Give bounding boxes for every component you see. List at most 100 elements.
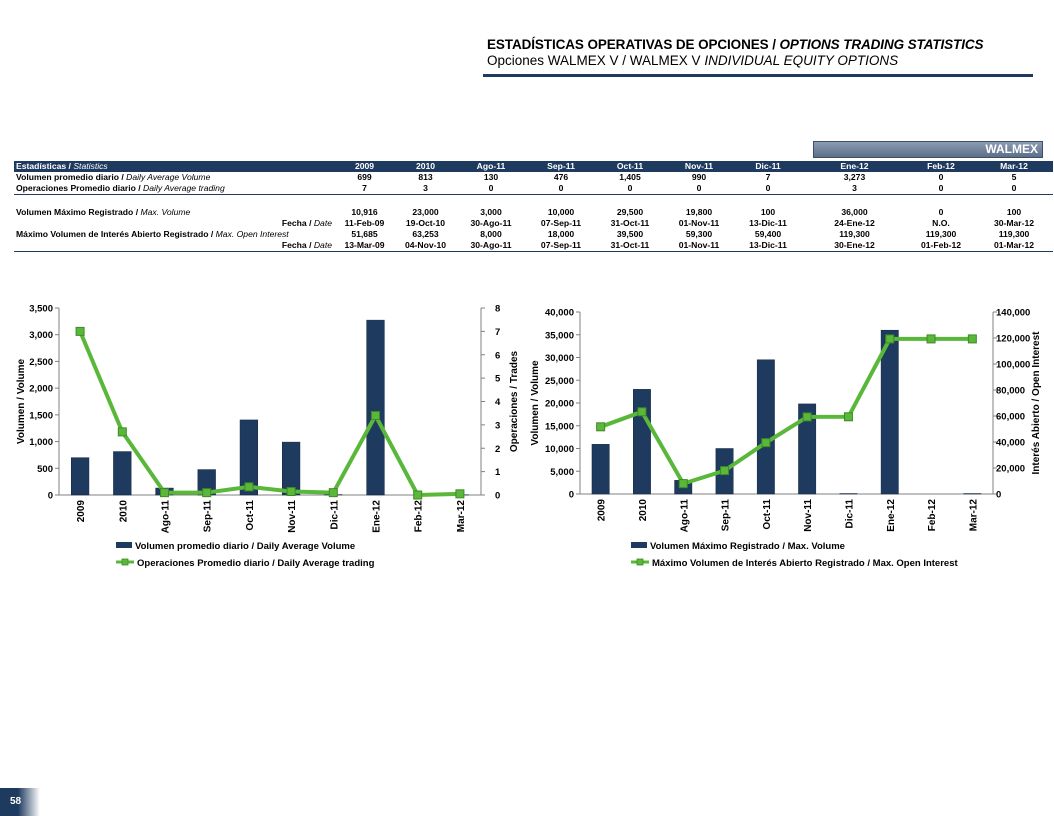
table-spacer	[14, 195, 1053, 208]
table-cell: 31-Oct-11	[610, 218, 650, 228]
table-cell: 0	[938, 172, 944, 182]
y-tick-label: 2,500	[29, 357, 53, 368]
table-cell: 39,500	[616, 229, 644, 239]
table-cell: 11-Feb-09	[344, 218, 385, 228]
y2-tick-label: 140,000	[996, 308, 1030, 319]
table-cell: 0	[596, 183, 664, 195]
column-header: 2009	[334, 161, 395, 172]
x-tick-label: Ene-12	[372, 500, 383, 533]
x-tick-label: Nov-11	[287, 500, 298, 533]
row-label: Máximo Volumen de Interés Abierto Regist…	[16, 229, 289, 239]
x-tick-label: Feb-12	[414, 500, 425, 533]
line-marker	[75, 326, 85, 336]
table-row: Volumen Máximo Registrado / Max. Volume …	[14, 207, 1053, 218]
line-marker	[160, 488, 169, 498]
table-header-label: Estadísticas / Statistics	[14, 161, 334, 172]
row-label: Volumen Máximo Registrado / Max. Volume	[16, 207, 191, 217]
legend-label-bar: Volumen Máximo Registrado / Max. Volume	[650, 541, 845, 552]
y2-tick-label: 120,000	[996, 334, 1030, 345]
table-cell: 30-Ago-11	[456, 240, 526, 252]
table-cell: 01-Mar-12	[975, 240, 1053, 252]
line-marker	[720, 466, 730, 476]
x-tick-label: Nov-11	[803, 499, 814, 532]
y-tick-label: 0	[569, 490, 574, 501]
table-cell: 13-Dic-11	[749, 218, 787, 228]
line-marker	[413, 490, 423, 500]
table-cell: 119,300	[998, 229, 1030, 239]
table-cell: 63,253	[412, 229, 439, 239]
x-tick-label: Feb-12	[927, 499, 938, 532]
line-marker	[637, 407, 647, 417]
table-cell: 130	[483, 172, 499, 182]
page-number: 58	[0, 788, 40, 816]
legend-label-line: Operaciones Promedio diario / Daily Aver…	[137, 558, 375, 569]
legend-label-line: Máximo Volumen de Interés Abierto Regist…	[652, 558, 958, 569]
table-cell: 3	[802, 183, 907, 195]
table-cell: 10,916	[351, 207, 378, 217]
y2-tick-label: 60,000	[996, 412, 1025, 423]
row-label: Fecha / Date	[14, 240, 334, 252]
table-cell: 30-Ago-11	[470, 218, 512, 228]
underlying-tag: WALMEX	[813, 141, 1043, 158]
header-divider	[483, 74, 1033, 77]
column-header: Ene-12	[802, 161, 907, 172]
table-cell: 19,800	[685, 207, 713, 217]
column-header: Oct-11	[596, 161, 664, 172]
y-axis-title: Volumen / Volume	[530, 360, 541, 446]
y-tick-label: 500	[37, 464, 53, 475]
x-tick-label: Dic-11	[329, 500, 340, 530]
y2-axis-title: Operaciones / Trades	[509, 350, 520, 452]
table-cell: 29,500	[616, 207, 644, 217]
table-cell: 7	[765, 172, 771, 182]
table-cell: 3,273	[843, 172, 866, 182]
table-cell: 0	[664, 183, 734, 195]
table-cell: 699	[357, 172, 372, 182]
x-tick-label: Oct-11	[762, 499, 773, 530]
table-cell: N.O.	[932, 218, 950, 228]
table-cell: 0	[526, 183, 596, 195]
table-cell: 990	[691, 172, 707, 182]
bar	[880, 329, 899, 495]
table-row: Fecha / Date 13-Mar-09 04-Nov-10 30-Ago-…	[14, 240, 1053, 252]
table-cell: 8,000	[480, 229, 502, 239]
table-cell: 24-Ene-12	[834, 218, 875, 228]
table-cell: 0	[975, 183, 1053, 195]
line-marker	[926, 334, 936, 344]
line-series	[599, 336, 973, 486]
y-tick-label: 3,000	[29, 330, 53, 341]
bar	[798, 403, 817, 495]
table-cell: 813	[418, 172, 433, 182]
y-tick-label: 20,000	[545, 399, 574, 410]
line-marker	[286, 486, 296, 496]
line-marker	[678, 479, 688, 489]
table-cell: 5	[1011, 172, 1017, 182]
bar	[366, 319, 385, 496]
x-tick-label: Ago-11	[161, 500, 172, 534]
column-header: 2010	[395, 161, 456, 172]
x-tick-label: Sep-11	[721, 499, 732, 532]
line-marker	[802, 412, 812, 422]
row-label: Operaciones Promedio diario / Daily Aver…	[14, 183, 334, 195]
table-cell: 3,000	[480, 207, 502, 217]
table-cell: 119,300	[839, 229, 870, 239]
y2-tick-label: 20,000	[996, 464, 1025, 475]
legend-swatch-bar	[116, 542, 132, 548]
table-cell: 36,000	[841, 207, 868, 217]
legend-swatch-marker	[121, 558, 129, 566]
table-cell: 0	[456, 183, 526, 195]
column-header: Mar-12	[975, 161, 1053, 172]
table-header-row: Estadísticas / Statistics 2009 2010 Ago-…	[14, 161, 1053, 172]
line-marker	[328, 488, 338, 498]
x-tick-label: Dic-11	[844, 499, 855, 529]
x-tick-label: Mar-12	[456, 500, 467, 533]
table-cell: 119,300	[925, 229, 957, 239]
page-title: ESTADÍSTICAS OPERATIVAS DE OPCIONES / OP…	[487, 37, 984, 52]
x-tick-label: 2009	[76, 500, 87, 523]
x-tick-label: Ene-12	[886, 499, 897, 532]
line-marker	[244, 482, 254, 492]
volume-trades-chart: 0 500 1,000 1,500 2,000 2,500 3,000 3,500 0 1 2 3 4 5…	[16, 304, 520, 570]
line-marker	[885, 334, 895, 344]
row-label: Fecha / Date	[281, 218, 332, 228]
y-tick-label: 1,000	[29, 437, 53, 448]
y2-tick-label: 40,000	[996, 438, 1025, 449]
